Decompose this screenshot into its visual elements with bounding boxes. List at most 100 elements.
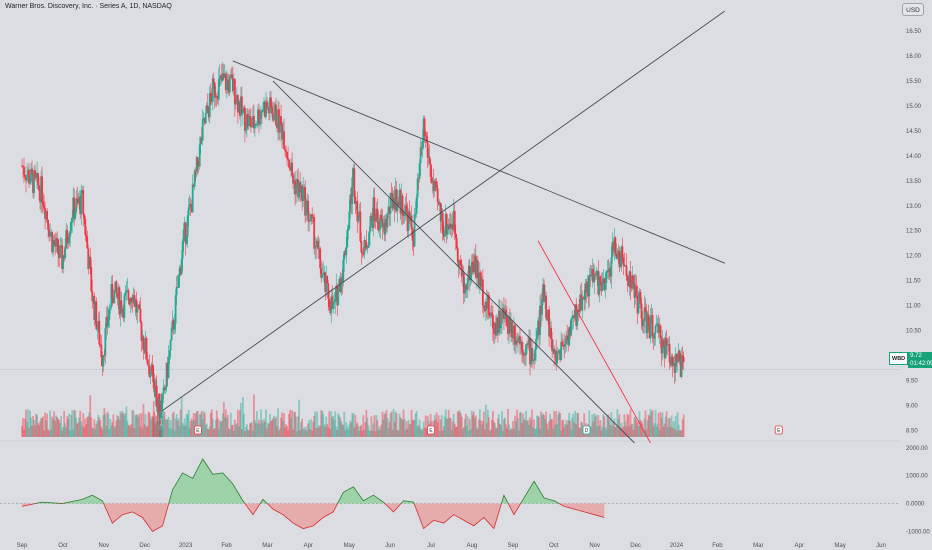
candle-body — [134, 299, 137, 307]
volume-bar — [198, 413, 201, 437]
volume-bar — [477, 419, 480, 437]
candle-body — [48, 229, 51, 237]
volume-bar — [300, 422, 303, 437]
volume-bar — [302, 429, 305, 437]
volume-bar — [641, 423, 644, 437]
candle-body — [429, 163, 432, 177]
volume-bar — [646, 420, 649, 437]
time-axis[interactable]: Sep Oct Nov Dec 2023 Feb Mar Apr May Jun Jul Aug Sep… — [17, 543, 886, 549]
red-trendline[interactable] — [537, 240, 651, 444]
candle-body — [346, 230, 349, 248]
volume-bar — [677, 424, 680, 437]
candle-body — [442, 233, 445, 237]
candle-body — [360, 241, 363, 253]
volume-bar — [39, 421, 41, 437]
candle-body — [482, 305, 485, 308]
volume-bar — [331, 417, 334, 437]
candle-body — [412, 240, 415, 247]
volume-bar — [168, 427, 171, 437]
candle-body — [232, 78, 235, 91]
event-marker-dividend[interactable] — [582, 425, 591, 435]
volume-bar — [289, 409, 291, 437]
time-tick-label: Apr — [795, 543, 804, 549]
volume-bar — [495, 428, 497, 437]
volume-bar — [259, 423, 261, 437]
volume-bar — [240, 429, 243, 437]
volume-bar — [593, 413, 596, 437]
volume-bar — [558, 411, 561, 437]
candle-body — [173, 323, 176, 330]
volume-bar — [82, 413, 85, 437]
candle-body — [293, 180, 295, 184]
candle-body — [469, 274, 472, 281]
volume-bar — [561, 420, 564, 437]
volume-bar — [190, 418, 193, 437]
candle-body — [314, 246, 317, 249]
candle-body — [668, 344, 671, 363]
volume-bar — [195, 411, 198, 437]
volume-bar — [106, 411, 109, 437]
candle-body — [400, 195, 403, 214]
volume-bar — [669, 426, 672, 437]
volume-bar — [49, 410, 52, 437]
trendline[interactable] — [162, 10, 726, 411]
volume-bar — [160, 425, 162, 437]
trendline-layer[interactable] — [162, 10, 726, 444]
candle-body — [147, 364, 150, 367]
volume-bar — [355, 424, 358, 437]
volume-bar — [340, 421, 343, 437]
candle-body — [579, 294, 582, 312]
volume-bar — [173, 430, 176, 437]
candle-body — [654, 326, 657, 334]
volume-bar — [277, 408, 279, 437]
volume-bar — [403, 418, 406, 437]
event-marker-earnings[interactable] — [427, 425, 435, 435]
candle-body — [593, 274, 596, 283]
volume-bar — [660, 418, 663, 437]
candle-body — [519, 336, 521, 345]
volume-bar — [536, 415, 538, 437]
volume-bar — [158, 409, 160, 437]
candle-body — [265, 101, 267, 117]
event-marker-layer[interactable]: EEDEESE — [193, 425, 932, 435]
candle-body — [354, 196, 357, 204]
candle-body — [586, 281, 589, 293]
volume-bar — [109, 418, 112, 437]
volume-bar — [514, 415, 516, 437]
volume-bar — [351, 413, 354, 437]
volume-bar — [525, 410, 527, 437]
volume-bar — [600, 430, 603, 437]
currency-button[interactable]: USD — [902, 3, 924, 16]
candle-body — [165, 362, 168, 388]
candle-body — [105, 316, 108, 329]
volume-bar — [397, 430, 400, 437]
candle-body — [330, 296, 333, 313]
event-marker-earnings[interactable] — [193, 425, 202, 435]
volume-bar — [405, 421, 408, 437]
volume-bar — [603, 416, 606, 437]
volume-bar — [93, 419, 96, 437]
volume-bar — [541, 414, 543, 437]
candle-body — [289, 167, 291, 171]
candle-body — [279, 116, 281, 133]
candle-body — [174, 295, 177, 324]
volume-bar — [357, 426, 360, 437]
volume-bar — [375, 415, 378, 437]
candle-body — [300, 185, 303, 193]
candle-body — [178, 267, 181, 276]
oscillator-negative-fill — [22, 503, 605, 532]
volume-bar — [116, 415, 119, 437]
candle-body — [276, 125, 278, 129]
volume-bar — [577, 412, 580, 437]
event-marker-earnings[interactable] — [774, 425, 783, 435]
candle-body — [187, 207, 190, 216]
trendline[interactable] — [232, 60, 725, 264]
volume-bar — [411, 419, 414, 437]
candle-body — [594, 274, 597, 276]
volume-bar — [676, 412, 679, 437]
trendline[interactable] — [272, 80, 635, 444]
volume-bar — [158, 430, 161, 437]
candle-body — [626, 276, 629, 281]
price-axis[interactable]: 16.50 16.00 15.50 15.00 14.50 14.00 13.50 13.00… — [906, 29, 922, 435]
